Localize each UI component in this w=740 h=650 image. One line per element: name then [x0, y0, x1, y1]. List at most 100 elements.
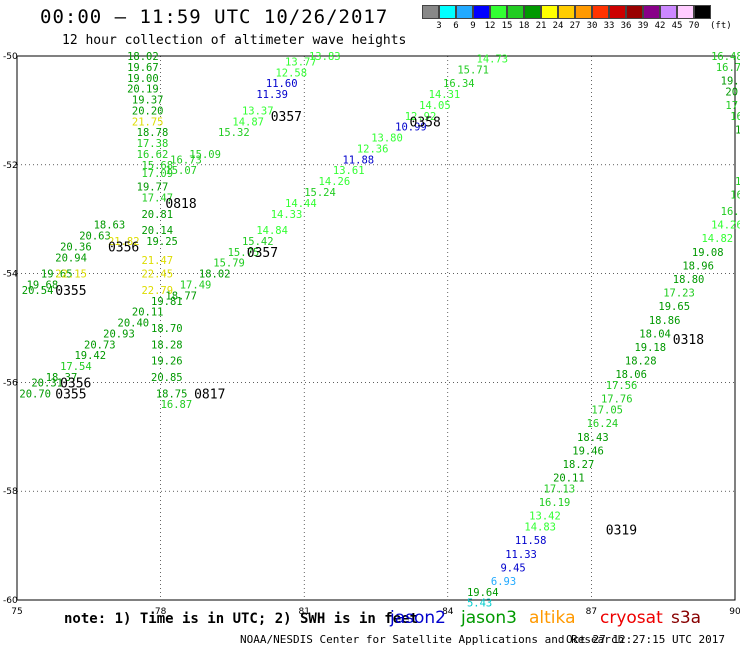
color-scale-label: 36 — [620, 21, 632, 31]
wave-height-label: 20.73 — [84, 339, 116, 351]
wave-height-label: 16.73 — [716, 62, 740, 74]
wave-height-label: 18.06 — [615, 369, 647, 381]
wave-height-label: 21.82 — [108, 236, 140, 248]
y-tick-label: -56 — [3, 378, 18, 388]
pass-time-label: 0355 — [55, 284, 86, 299]
footer-note: note: 1) Time is in UTC; 2) SWH is in fe… — [64, 611, 419, 627]
wave-height-label: 18.27 — [563, 459, 595, 471]
wave-height-label: 6.93 — [491, 576, 516, 588]
color-scale-label: 70 — [688, 21, 700, 31]
wave-height-label: 14.44 — [285, 198, 317, 210]
wave-height-label: 20.40 — [725, 86, 740, 98]
wave-height-label: 20.19 — [127, 84, 159, 96]
wave-height-label: 16.62 — [137, 149, 169, 161]
wave-height-label: 15.09 — [189, 149, 221, 161]
wave-height-label: 16.07 — [730, 190, 740, 202]
wave-height-label: 16.07 — [721, 206, 740, 218]
color-scale-label: 39 — [637, 21, 649, 31]
x-tick-label: 90 — [729, 607, 740, 617]
wave-height-label: 20.63 — [79, 231, 111, 243]
wave-height-label: 13.80 — [371, 133, 403, 145]
wave-height-label: 19.78 — [735, 124, 740, 136]
wave-height-label: 9.45 — [500, 562, 525, 574]
wave-height-label: 22.15 — [55, 269, 87, 281]
wave-height-label: 14.83 — [524, 522, 556, 534]
pass-time-label: 0818 — [165, 197, 196, 212]
wave-height-label: 19.59 — [721, 75, 740, 87]
color-scale-label: 6 — [453, 21, 459, 31]
wave-height-label: 20.11 — [553, 473, 585, 485]
satellite-legend-s3a: s3a — [671, 608, 702, 628]
wave-height-label: 17.56 — [606, 380, 638, 392]
wave-height-label: 13.61 — [333, 165, 365, 177]
wave-height-label: 20.94 — [55, 252, 87, 264]
color-scale-unit: (ft) — [710, 21, 732, 31]
wave-height-label: 19.25 — [146, 236, 178, 248]
y-tick-label: -54 — [3, 270, 18, 280]
wave-height-label: 16.96 — [730, 111, 740, 123]
color-scale-label: 15 — [501, 21, 513, 31]
wave-height-label: 19.67 — [127, 62, 159, 74]
pass-time-label: 0319 — [606, 523, 637, 538]
wave-height-label: 20.14 — [141, 225, 173, 237]
wave-height-label: 14.84 — [256, 225, 288, 237]
wave-height-label: 19.18 — [634, 342, 666, 354]
wave-height-label: 11.60 — [266, 78, 298, 90]
wave-height-label: 20.70 — [19, 388, 51, 400]
wave-height-label: 21.75 — [132, 116, 164, 128]
color-scale-label: 24 — [552, 21, 564, 31]
color-swatch — [626, 5, 643, 19]
wave-height-label: 18.28 — [151, 339, 183, 351]
wave-height-label: 17.84 — [725, 100, 740, 112]
wave-height-label: 12.36 — [357, 143, 389, 155]
wave-height-label: 5.43 — [467, 598, 492, 610]
wave-height-label: 14.05 — [419, 100, 451, 112]
color-scale-label: 18 — [518, 21, 530, 31]
color-swatch — [643, 5, 660, 19]
wave-height-label: 18.43 — [577, 432, 609, 444]
satellite-legend-jason2: jason2 — [390, 608, 446, 628]
wave-height-label: 16.19 — [539, 497, 571, 509]
x-tick-label: 81 — [298, 607, 309, 617]
wave-height-label: 17.54 — [60, 361, 92, 373]
x-tick-label: 78 — [155, 607, 167, 617]
wave-height-label: 16.48 — [711, 51, 740, 63]
color-scale-label: 33 — [603, 21, 615, 31]
color-swatch — [694, 5, 711, 19]
color-swatch — [660, 5, 677, 19]
wave-height-label: 19.68 — [27, 279, 59, 291]
wave-height-label: 14.31 — [429, 89, 461, 101]
color-swatch — [541, 5, 558, 19]
pass-time-label: 0357 — [271, 110, 302, 125]
color-scale-labels: 3 6 9 12 15 18 21 24 27 30 33 36 39 42 45 70 — [422, 21, 740, 33]
wave-height-label: 20.93 — [103, 328, 135, 340]
wave-height-label: 17.47 — [141, 192, 173, 204]
plot-frame — [16, 55, 736, 601]
map-subtitle: 12 hour collection of altimeter wave hei… — [62, 33, 407, 48]
wave-height-label: 11.39 — [256, 89, 288, 101]
x-tick-label: 87 — [586, 607, 597, 617]
wave-height-label: 18.96 — [682, 260, 714, 272]
color-swatch — [677, 5, 694, 19]
color-swatch — [456, 5, 473, 19]
wave-height-label: 20.85 — [151, 372, 183, 384]
color-swatch — [575, 5, 592, 19]
color-scale-bar — [422, 5, 711, 19]
wave-height-label: 10.99 — [395, 122, 427, 134]
wave-height-label: 19.26 — [151, 356, 183, 368]
wave-height-label: 20.40 — [118, 318, 150, 330]
wave-height-label: 14.26 — [711, 220, 740, 232]
wave-height-label: 20.20 — [132, 105, 164, 117]
color-swatch — [558, 5, 575, 19]
color-scale-label: 9 — [470, 21, 476, 31]
wave-height-label: 14.26 — [319, 176, 351, 188]
wave-height-label: 13.42 — [529, 511, 561, 523]
wave-height-label: 17.76 — [601, 394, 633, 406]
color-scale-label: 27 — [569, 21, 581, 31]
color-swatch — [473, 5, 490, 19]
color-scale-label: 21 — [535, 21, 547, 31]
wave-height-label: 17.38 — [137, 138, 169, 150]
color-swatch — [507, 5, 524, 19]
color-scale-label: 3 — [436, 21, 442, 31]
